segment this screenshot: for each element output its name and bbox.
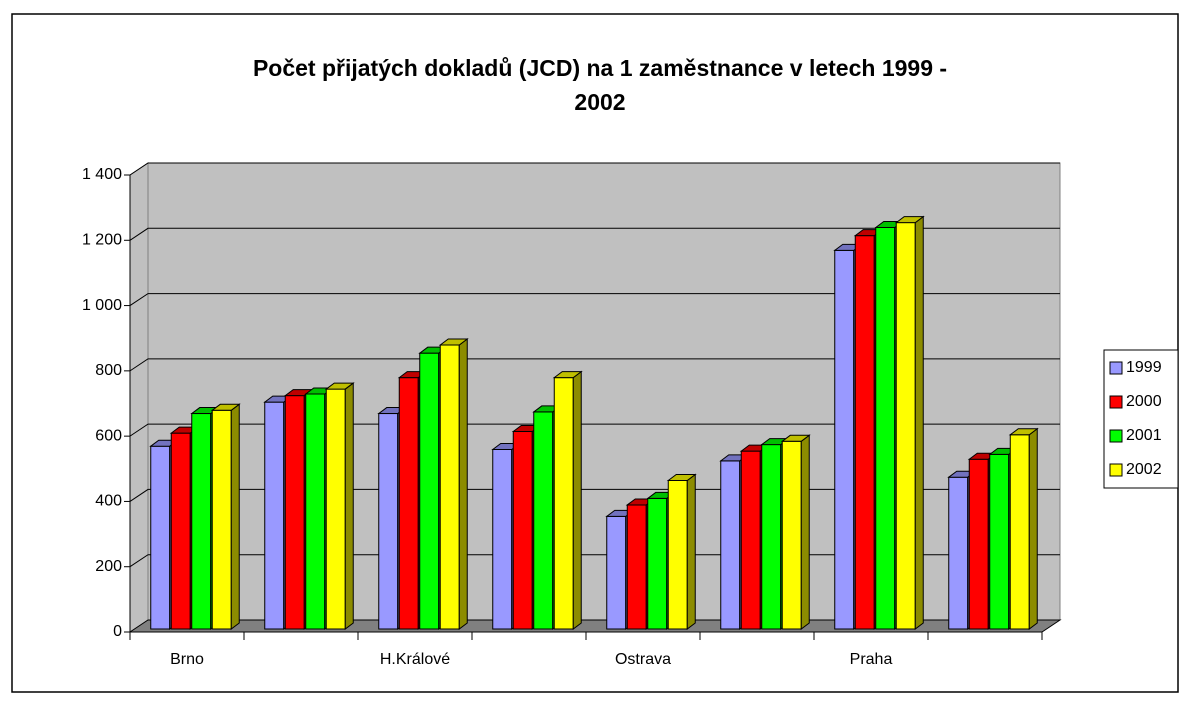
bar <box>666 473 697 630</box>
bar-front <box>512 431 533 630</box>
grid-line <box>129 227 1060 241</box>
bar-front <box>895 222 916 630</box>
bar-front <box>492 448 513 630</box>
bar-front <box>667 479 688 630</box>
bar-front <box>1009 434 1030 630</box>
bar-side-shade <box>573 371 582 629</box>
bar-front <box>150 445 171 630</box>
legend-swatch <box>1109 395 1123 409</box>
bar-front <box>626 504 647 630</box>
bar-front <box>398 377 419 630</box>
bar-front <box>740 450 761 630</box>
legend-label: 2002 <box>1126 461 1162 478</box>
bar-front <box>191 413 212 630</box>
legend-label: 2000 <box>1126 393 1162 410</box>
x-tick-label: Praha <box>850 651 893 668</box>
bar-front <box>781 440 802 630</box>
bar <box>324 382 355 630</box>
bar <box>894 215 925 630</box>
bar-top <box>438 338 469 346</box>
bar-front <box>378 413 399 630</box>
bar <box>1008 427 1039 630</box>
bar-front <box>419 352 440 630</box>
bar-front <box>761 444 782 630</box>
bar-front <box>284 395 305 630</box>
bar-side-shade <box>345 383 354 629</box>
bar-front <box>305 393 326 630</box>
legend-label: 2001 <box>1126 427 1162 444</box>
y-tick-label: 1 200 <box>82 232 122 249</box>
bar-front <box>264 401 285 630</box>
bar-front <box>533 411 554 630</box>
x-tick-label: H.Králové <box>380 651 450 668</box>
bar-side-shade <box>801 435 810 629</box>
bar-front <box>170 432 191 630</box>
bar-top <box>1008 428 1039 436</box>
side-wall <box>129 162 149 633</box>
bar-top-shade <box>896 216 924 223</box>
bar-side-shade <box>231 404 240 629</box>
y-tick-label: 800 <box>95 362 122 379</box>
bar-top-shade <box>440 339 468 346</box>
bar-front <box>439 344 460 630</box>
bar-top <box>552 371 583 379</box>
bar-top-shade <box>554 371 582 378</box>
grid-line <box>129 162 1060 176</box>
legend-swatch <box>1109 361 1123 375</box>
y-tick-label: 1 400 <box>82 166 122 183</box>
bar-top <box>780 434 811 442</box>
bar-front <box>854 235 875 630</box>
bar-top <box>666 473 697 481</box>
legend-swatch <box>1109 463 1123 477</box>
bar-top-shade <box>1010 428 1038 435</box>
bar-front <box>834 249 855 630</box>
bar-front <box>553 377 574 630</box>
bar-front <box>606 515 627 630</box>
bar-top <box>324 382 355 390</box>
bar-front <box>968 458 989 630</box>
bar-side-shade <box>1029 428 1038 629</box>
bar-front <box>875 226 896 630</box>
bar-front <box>325 388 346 630</box>
bar-front <box>948 476 969 630</box>
bar <box>780 434 811 630</box>
legend-swatch <box>1109 429 1123 443</box>
y-tick-label: 0 <box>113 623 122 640</box>
bar-top <box>894 216 925 224</box>
y-tick-label: 600 <box>95 427 122 444</box>
bar <box>210 403 241 630</box>
x-tick-label: Ostrava <box>615 651 671 668</box>
y-tick-label: 200 <box>95 558 122 575</box>
chart-title-line: 2002 <box>574 89 625 115</box>
bar-front <box>720 460 741 630</box>
bar <box>552 370 583 630</box>
chart-title: Počet přijatých dokladů (JCD) na 1 zaměs… <box>253 55 947 81</box>
legend-label: 1999 <box>1126 359 1162 376</box>
grid-line <box>129 293 1060 306</box>
bar-front <box>647 497 668 630</box>
bar-side-shade <box>915 216 924 629</box>
bar-top <box>210 403 241 411</box>
bar-front <box>211 409 232 630</box>
bar-top-shade <box>212 404 240 411</box>
bar-side-shade <box>687 474 696 629</box>
bar-top-shade <box>782 435 810 442</box>
grid-line <box>129 358 1060 372</box>
y-tick-label: 400 <box>95 493 122 510</box>
bar-top-shade <box>668 474 696 481</box>
bar-front <box>989 453 1010 630</box>
grid-line <box>129 423 1060 437</box>
bar <box>438 338 469 630</box>
bar-side-shade <box>459 339 468 629</box>
bar-top-shade <box>326 383 354 390</box>
x-tick-label: Brno <box>170 651 204 668</box>
y-tick-label: 1 000 <box>82 297 122 314</box>
